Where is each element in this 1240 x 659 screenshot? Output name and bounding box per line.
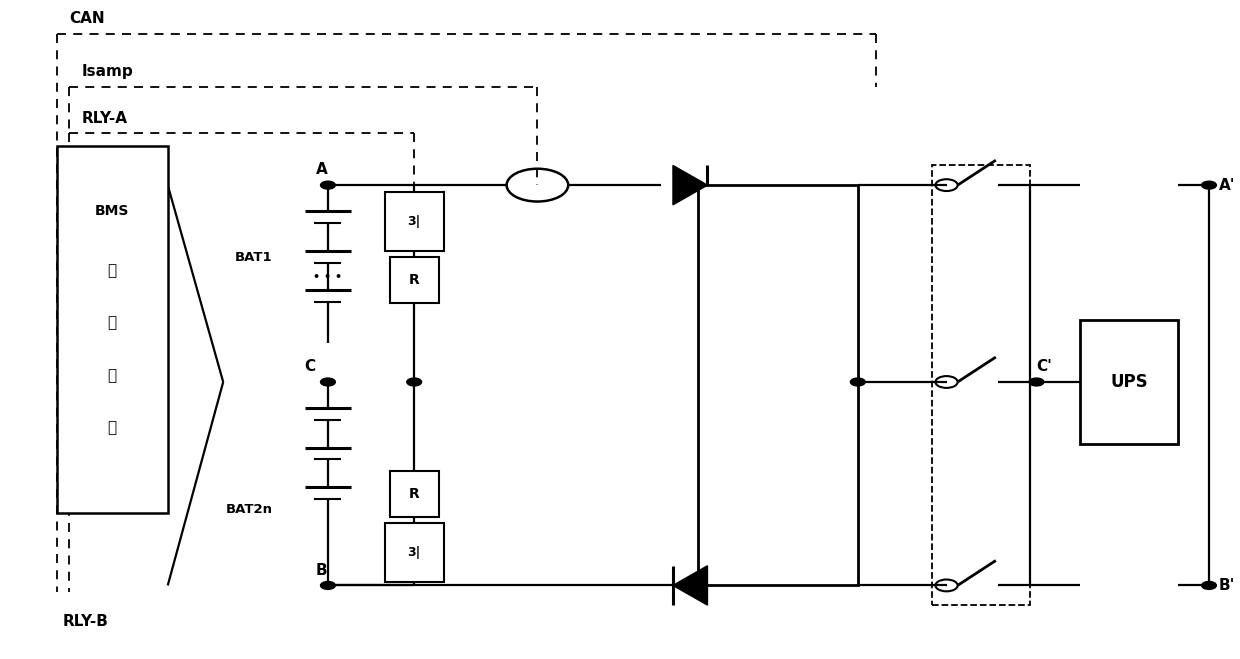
Text: CAN: CAN xyxy=(69,11,105,26)
Text: RLY-B: RLY-B xyxy=(63,614,109,629)
Polygon shape xyxy=(673,565,708,605)
Text: C': C' xyxy=(1037,359,1053,374)
Text: BAT2n: BAT2n xyxy=(226,503,273,517)
Circle shape xyxy=(1029,378,1044,386)
Circle shape xyxy=(407,378,422,386)
Text: 单: 单 xyxy=(108,368,117,383)
Text: 元: 元 xyxy=(108,420,117,436)
Bar xyxy=(57,146,167,513)
Text: • • •: • • • xyxy=(314,272,342,282)
Text: B': B' xyxy=(1219,578,1235,593)
Text: R: R xyxy=(409,273,419,287)
Text: A: A xyxy=(316,162,327,177)
Circle shape xyxy=(321,581,335,589)
Polygon shape xyxy=(673,165,708,205)
Circle shape xyxy=(851,378,866,386)
Text: A': A' xyxy=(1219,178,1235,192)
Bar xyxy=(698,185,858,585)
Text: BAT1: BAT1 xyxy=(234,251,273,264)
Bar xyxy=(931,165,1030,605)
Text: BMS: BMS xyxy=(95,204,129,218)
Circle shape xyxy=(1202,581,1216,589)
Text: 3|: 3| xyxy=(408,215,420,228)
Bar xyxy=(1080,320,1178,444)
Bar xyxy=(389,257,439,303)
Text: 控: 控 xyxy=(108,263,117,278)
Circle shape xyxy=(321,378,335,386)
Circle shape xyxy=(1202,181,1216,189)
Bar xyxy=(384,523,444,582)
Text: C: C xyxy=(305,359,316,374)
Text: RLY-A: RLY-A xyxy=(82,111,128,126)
Text: 3|: 3| xyxy=(408,546,420,559)
Text: B: B xyxy=(316,563,327,577)
Text: UPS: UPS xyxy=(1110,373,1148,391)
Text: 制: 制 xyxy=(108,316,117,330)
Circle shape xyxy=(321,181,335,189)
Bar xyxy=(389,471,439,517)
Text: Isamp: Isamp xyxy=(82,64,133,79)
Text: R: R xyxy=(409,486,419,501)
Bar xyxy=(384,192,444,251)
